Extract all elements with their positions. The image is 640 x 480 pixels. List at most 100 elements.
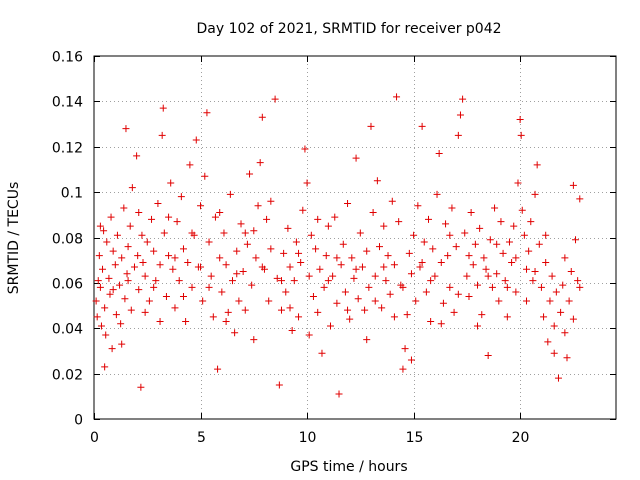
data-point: [197, 202, 205, 210]
data-point: [378, 304, 386, 312]
data-point: [569, 181, 577, 189]
data-point: [557, 308, 565, 316]
data-point: [207, 272, 215, 280]
data-point: [209, 313, 217, 321]
data-point: [399, 283, 407, 291]
data-point: [523, 265, 531, 273]
data-point: [465, 292, 473, 300]
data-point: [418, 258, 426, 266]
data-point: [365, 283, 373, 291]
data-point: [250, 227, 258, 235]
data-point: [474, 322, 482, 330]
data-point: [267, 197, 275, 205]
data-point: [239, 268, 247, 276]
data-point: [97, 322, 105, 330]
data-point: [320, 283, 328, 291]
data-point: [122, 125, 130, 133]
data-point: [299, 206, 307, 214]
data-point: [367, 122, 375, 130]
data-point: [188, 283, 196, 291]
data-point: [333, 299, 341, 307]
data-point: [322, 252, 330, 260]
data-point: [369, 209, 377, 217]
data-point: [188, 229, 196, 237]
data-point: [297, 258, 305, 266]
data-point: [333, 254, 341, 262]
y-tick-label: 0.04: [52, 322, 83, 338]
data-point: [550, 322, 558, 330]
data-point: [220, 229, 228, 237]
data-point: [222, 261, 230, 269]
data-point: [503, 283, 511, 291]
data-point: [418, 122, 426, 130]
data-point: [135, 209, 143, 217]
data-point: [301, 145, 309, 153]
data-point: [510, 222, 518, 230]
data-point: [138, 231, 146, 239]
data-point: [540, 313, 548, 321]
data-point: [358, 263, 366, 271]
data-point: [92, 297, 100, 305]
data-point: [390, 313, 398, 321]
data-point: [165, 213, 173, 221]
data-point: [254, 202, 262, 210]
data-point: [508, 258, 516, 266]
data-point: [380, 263, 388, 271]
data-point: [339, 240, 347, 248]
data-point: [117, 320, 125, 328]
data-point: [282, 288, 290, 296]
data-point: [243, 240, 251, 248]
data-point: [386, 290, 394, 298]
data-point: [288, 327, 296, 335]
data-point: [544, 338, 552, 346]
data-point: [134, 252, 142, 260]
data-point: [312, 245, 320, 253]
data-point: [410, 231, 418, 239]
data-point: [130, 263, 138, 271]
data-point: [159, 104, 167, 112]
data-point: [324, 277, 332, 285]
y-tick-label: 0.14: [52, 95, 83, 111]
data-point: [414, 202, 422, 210]
data-point: [137, 383, 145, 391]
data-point: [177, 193, 185, 201]
data-point: [203, 109, 211, 117]
data-point: [388, 197, 396, 205]
data-point: [341, 288, 349, 296]
data-point: [179, 292, 187, 300]
data-point: [175, 277, 183, 285]
data-point: [265, 297, 273, 305]
data-point: [112, 311, 120, 319]
data-point: [393, 93, 401, 101]
data-point: [118, 340, 126, 348]
data-point: [561, 329, 569, 337]
data-point: [205, 238, 213, 246]
data-point: [120, 204, 128, 212]
data-point: [199, 297, 207, 305]
data-point: [205, 283, 213, 291]
data-point: [226, 190, 234, 198]
data-point: [517, 131, 525, 139]
y-tick-label: 0.08: [52, 232, 83, 248]
data-point: [390, 261, 398, 269]
data-point: [542, 258, 550, 266]
data-point: [303, 179, 311, 187]
data-point: [474, 281, 482, 289]
data-point: [512, 288, 520, 296]
data-point: [371, 272, 379, 280]
data-point: [222, 317, 230, 325]
data-point: [100, 227, 108, 235]
data-point: [484, 351, 492, 359]
data-point: [450, 308, 458, 316]
data-point: [520, 231, 528, 239]
data-point: [231, 329, 239, 337]
data-point: [258, 263, 266, 271]
data-point: [126, 222, 134, 230]
data-point: [171, 304, 179, 312]
data-point: [399, 365, 407, 373]
data-point: [565, 297, 573, 305]
data-point: [518, 206, 526, 214]
data-point: [305, 331, 313, 339]
data-point: [277, 277, 285, 285]
